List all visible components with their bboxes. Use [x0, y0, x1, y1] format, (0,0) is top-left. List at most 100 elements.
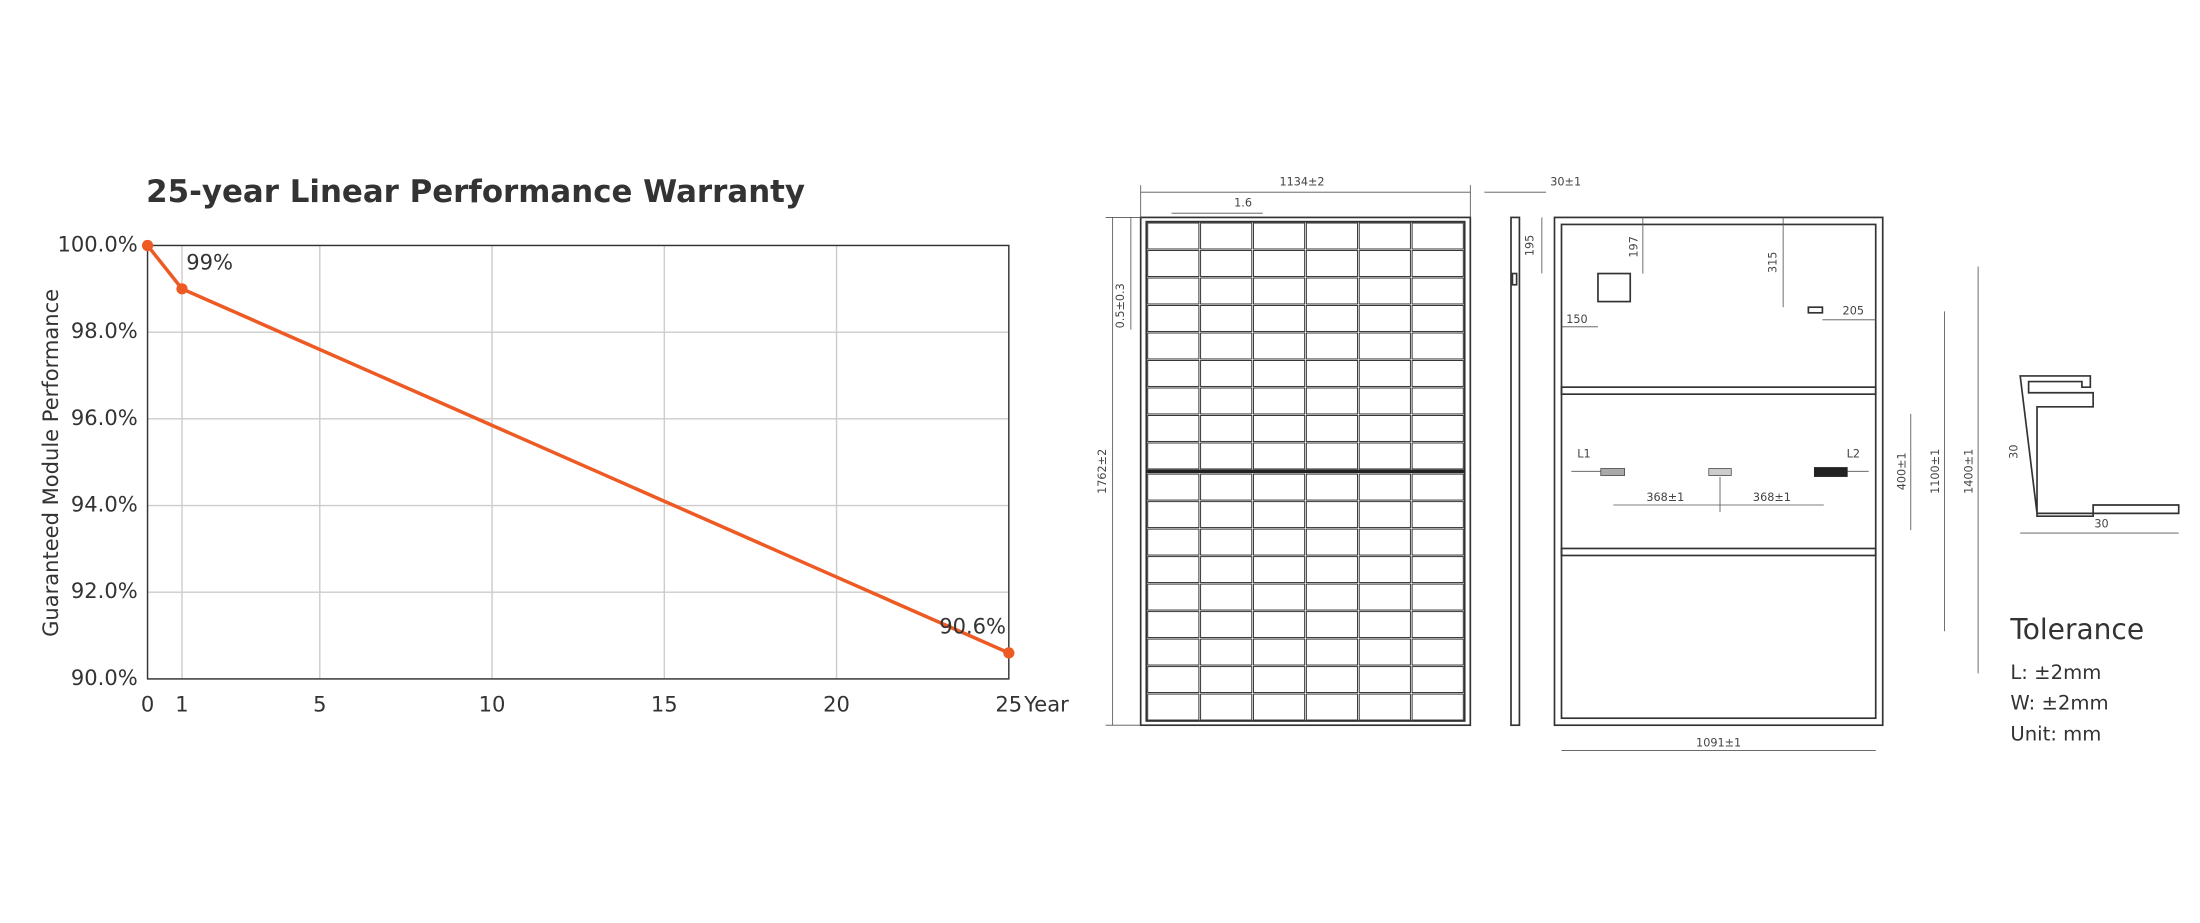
cell [1305, 556, 1359, 584]
plot-frame [146, 244, 1010, 680]
cell [1147, 360, 1200, 387]
cell [1411, 473, 1464, 501]
y-tick-label: 90.0% [71, 665, 138, 690]
dim-label: 1762±2 [1096, 449, 1109, 494]
cell [1252, 666, 1306, 694]
dim-label: 197 [1627, 236, 1640, 257]
cell [1411, 222, 1464, 250]
cell [1305, 583, 1359, 611]
frame-profile [2019, 375, 2180, 518]
cell [1305, 222, 1359, 250]
cell [1411, 666, 1464, 694]
x-tick-label: 25 [995, 692, 1022, 717]
cell [1200, 693, 1253, 721]
cell [1411, 501, 1464, 529]
dim-label: 368±1 [1753, 491, 1791, 504]
crossbar [1560, 386, 1877, 396]
cell [1147, 305, 1200, 332]
cell [1147, 528, 1200, 556]
cell [1252, 387, 1306, 415]
dim-label: 150 [1566, 313, 1587, 326]
cell [1200, 556, 1253, 584]
cell [1358, 556, 1411, 584]
dim-label: L1 [1577, 447, 1590, 460]
x-tick-label: 20 [823, 692, 850, 717]
cell [1252, 360, 1306, 387]
cell [1200, 501, 1253, 529]
cell [1358, 693, 1411, 721]
cell [1305, 638, 1359, 666]
cell [1305, 693, 1359, 721]
hole [1807, 306, 1824, 314]
value-label: 90.6% [939, 614, 1006, 639]
dim-label: L2 [1847, 447, 1860, 460]
cell [1147, 611, 1200, 639]
dim-label: 1.6 [1234, 196, 1252, 209]
cell [1305, 360, 1359, 387]
cell [1252, 277, 1306, 305]
tolerance-line: Unit: mm [2010, 723, 2101, 746]
cell [1305, 501, 1359, 529]
cell [1252, 222, 1306, 250]
dim-label: 30±1 [1550, 175, 1581, 188]
x-axis-label: Year [1023, 692, 1069, 717]
crossbar [1560, 547, 1877, 557]
cell [1147, 473, 1200, 501]
dim-label: 1400±1 [1963, 449, 1976, 494]
dim-label: 0.5±0.3 [1114, 283, 1127, 328]
x-tick-label: 0 [141, 692, 154, 717]
x-tick-label: 10 [479, 692, 506, 717]
cell [1200, 638, 1253, 666]
cell [1305, 305, 1359, 332]
cell [1252, 305, 1306, 332]
cell [1147, 501, 1200, 529]
value-label: 99% [186, 250, 233, 275]
chart-title: 25-year Linear Performance Warranty [146, 174, 805, 210]
cell [1411, 693, 1464, 721]
panel-back-inner [1560, 223, 1877, 720]
cell [1411, 583, 1464, 611]
tolerance-line: L: ±2mm [2010, 661, 2101, 684]
cell [1411, 528, 1464, 556]
tolerance-title: Tolerance [2009, 613, 2144, 646]
dim-label: 1100±1 [1929, 449, 1942, 494]
connector [1813, 467, 1848, 477]
cell [1305, 611, 1359, 639]
cell [1305, 414, 1359, 442]
cell [1200, 222, 1253, 250]
cell [1411, 305, 1464, 332]
cell [1200, 583, 1253, 611]
y-tick-label: 100.0% [58, 231, 138, 256]
cell [1411, 250, 1464, 277]
cell [1252, 611, 1306, 639]
y-tick-label: 92.0% [71, 578, 138, 603]
cell [1200, 666, 1253, 694]
cell [1200, 414, 1253, 442]
cell [1411, 414, 1464, 442]
panel-front [1139, 216, 1472, 727]
cell [1358, 583, 1411, 611]
y-axis-label: Guaranteed Module Performance [38, 289, 63, 637]
x-tick-label: 1 [175, 692, 188, 717]
cell [1147, 693, 1200, 721]
cell [1252, 638, 1306, 666]
technical-drawing: 1134±2 1.6 30±1 0.5±0.3 195 197 315 150 … [1096, 175, 2180, 751]
cell [1305, 387, 1359, 415]
cell [1200, 387, 1253, 415]
cell [1411, 638, 1464, 666]
cell [1358, 528, 1411, 556]
cell [1358, 666, 1411, 694]
cell [1147, 387, 1200, 415]
dim-label: 205 [1843, 304, 1864, 317]
cell [1252, 442, 1306, 470]
cell [1305, 332, 1359, 360]
cell [1147, 442, 1200, 470]
cell [1147, 414, 1200, 442]
cell [1411, 556, 1464, 584]
cell [1358, 222, 1411, 250]
cell [1252, 583, 1306, 611]
cell [1305, 442, 1359, 470]
cell [1358, 277, 1411, 305]
cell [1147, 556, 1200, 584]
cell [1358, 332, 1411, 360]
